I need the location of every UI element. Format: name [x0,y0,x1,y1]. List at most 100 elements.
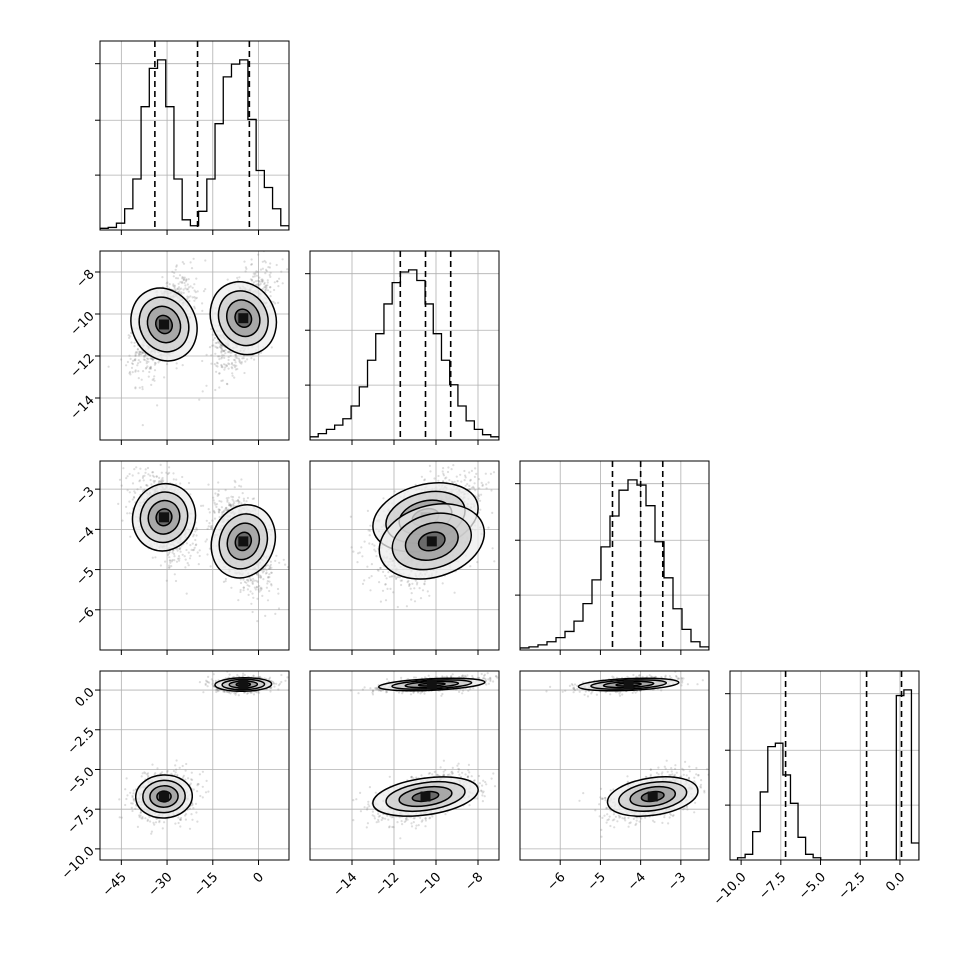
sample-point [204,540,207,543]
sample-point [136,488,139,491]
sample-point [125,477,128,480]
sample-point [247,580,250,583]
sample-point [217,511,221,514]
sample-point [159,481,162,484]
sample-point [217,489,220,492]
sample-point [253,579,256,582]
sample-point [265,571,268,574]
sample-point [232,500,235,503]
sample-point [172,275,175,278]
sample-point [154,556,157,559]
sample-point [267,289,270,292]
sample-point [254,280,257,283]
sample-point [206,527,209,530]
sample-point [256,597,259,600]
sample-point [225,506,228,510]
sample-point [171,551,174,554]
sample-point [441,453,443,455]
sample-point [138,480,141,483]
sample-point [263,286,266,289]
sample-point [249,278,252,281]
sample-point [146,365,149,368]
sample-point [234,368,237,371]
sample-point [213,363,216,366]
sample-point [184,566,187,569]
sample-point [179,482,182,485]
sample-point [238,360,241,363]
sample-point [268,576,271,579]
sample-point [136,348,139,351]
sample-point [258,284,261,287]
sample-point [168,559,171,562]
sample-point [166,285,169,288]
sample-point [210,526,213,529]
sample-point [223,368,226,371]
sample-point [267,576,270,579]
sample-point [249,579,252,582]
sample-point [258,585,261,588]
sample-point [194,530,197,533]
sample-point [150,383,153,386]
sample-point [175,277,178,280]
sample-point [268,573,271,576]
sample-point [221,345,224,348]
sample-point [265,586,268,589]
sample-point [141,351,145,354]
sample-point [181,475,184,479]
sample-point [242,578,245,581]
sample-point [266,284,269,287]
sample-point [245,267,248,270]
sample-point [138,353,141,356]
sample-point [187,481,191,485]
sample-point [181,275,184,279]
sample-point [272,300,275,304]
sample-point [257,576,260,579]
sample-point [185,278,188,281]
sample-point [179,550,182,553]
sample-point [141,352,144,355]
sample-point [193,299,196,302]
sample-point [257,352,261,355]
sample-point [253,358,256,361]
sample-point [134,369,137,372]
sample-point [126,512,129,515]
sample-point [184,558,187,561]
sample-point [250,602,253,605]
sample-point [254,271,257,274]
sample-point [281,258,284,261]
sample-point [175,560,179,563]
sample-point [153,369,157,372]
sample-point [227,356,230,359]
sample-point [195,534,198,537]
sample-point [231,374,234,377]
sample-point [181,364,184,367]
sample-point [133,359,136,362]
sample-point [213,510,216,513]
sample-point [172,472,175,475]
sample-point [220,500,223,503]
sample-point [168,471,171,474]
sample-point [239,578,242,581]
sample-point [142,475,145,478]
sample-point [195,277,198,280]
sample-point [126,360,129,364]
sample-point [208,511,211,514]
sample-point [224,366,227,369]
sample-point [166,363,169,366]
sample-point [147,473,150,476]
sample-point [191,542,194,545]
sample-point [121,519,124,522]
sample-point [169,561,172,564]
sample-point [133,468,136,471]
sample-point [274,302,277,305]
sample-point [173,287,176,290]
sample-point [141,385,144,389]
sample-point [256,283,259,286]
sample-point [193,296,196,299]
sample-point [189,295,192,298]
sample-point [240,478,243,481]
sample-point [252,497,256,500]
sample-point [192,548,196,551]
sample-point [166,281,169,284]
sample-point [268,565,271,568]
